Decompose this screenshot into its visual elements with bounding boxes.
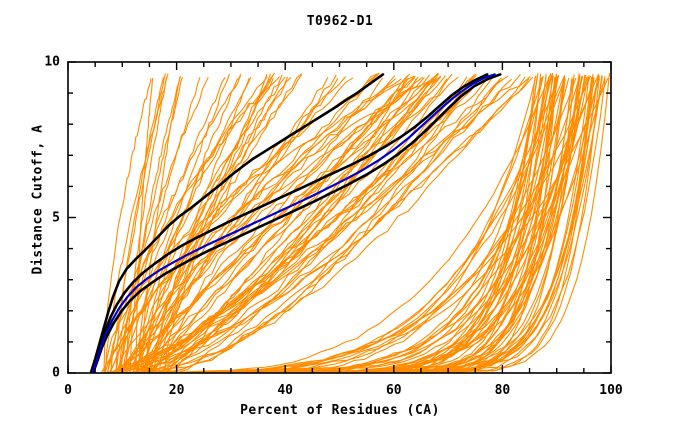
orange-model-curve	[110, 72, 552, 373]
orange-model-curve	[128, 73, 380, 373]
orange-model-curve	[153, 76, 475, 373]
reference-curve-black-steep	[89, 73, 385, 373]
orange-model-curve	[175, 74, 477, 373]
orange-model-curve	[149, 72, 380, 373]
orange-model-curve	[100, 77, 354, 373]
orange-model-curve	[143, 73, 440, 373]
orange-model-curve	[104, 78, 402, 373]
x-tick-label: 80	[494, 383, 511, 398]
axis-layer	[67, 61, 612, 374]
orange-model-curve	[152, 75, 416, 373]
orange-model-curve	[108, 76, 292, 373]
orange-model-curve	[144, 76, 416, 373]
x-axis-label: Percent of Residues (CA)	[240, 403, 440, 418]
orange-model-curve	[137, 76, 280, 373]
reference-curve-blue-reference	[91, 73, 496, 373]
orange-model-curve	[166, 75, 446, 373]
orange-model-curve	[122, 76, 201, 373]
orange-model-curve	[140, 74, 283, 373]
chart-title: T0962-D1	[306, 14, 374, 29]
y-tick-label: 5	[52, 210, 60, 225]
orange-model-curve	[112, 73, 521, 373]
orange-model-curve	[153, 76, 565, 373]
y-axis-label: Distance Cutoff, A	[30, 124, 46, 275]
orange-model-curve	[132, 73, 230, 373]
orange-model-curve	[139, 75, 566, 373]
orange-model-curve	[141, 77, 433, 373]
orange-model-curve	[146, 78, 435, 373]
orange-model-curve	[129, 75, 181, 373]
orange-model-curve	[132, 76, 526, 373]
x-tick-label: 100	[599, 383, 623, 398]
orange-model-curve	[121, 75, 396, 373]
x-tick-label: 60	[385, 383, 402, 398]
orange-model-curve	[102, 78, 448, 373]
x-tick-label: 40	[277, 383, 294, 398]
y-tick-label: 10	[44, 54, 60, 70]
orange-model-curve	[135, 78, 274, 373]
orange-model-curve	[138, 78, 513, 373]
orange-model-curve	[124, 76, 550, 373]
orange-model-curve	[115, 72, 439, 373]
orange-model-curve	[158, 74, 302, 373]
orange-model-curve	[106, 75, 415, 373]
orange-model-curve	[163, 73, 477, 373]
orange-model-curve	[132, 77, 478, 373]
orange-model-curve	[110, 73, 166, 373]
reference-curve-black-upper-shallow	[90, 73, 489, 373]
orange-model-curve	[141, 76, 543, 373]
orange-model-curve	[103, 78, 152, 373]
curve-layer	[89, 72, 611, 373]
orange-model-curve	[119, 77, 226, 373]
orange-model-curve	[132, 73, 268, 373]
orange-model-curve	[136, 73, 303, 373]
x-tick-label: 20	[168, 383, 185, 398]
x-tick-label: 0	[64, 383, 72, 398]
y-tick-label: 0	[52, 365, 60, 381]
reference-curve-black-lower-shallow	[91, 73, 502, 373]
